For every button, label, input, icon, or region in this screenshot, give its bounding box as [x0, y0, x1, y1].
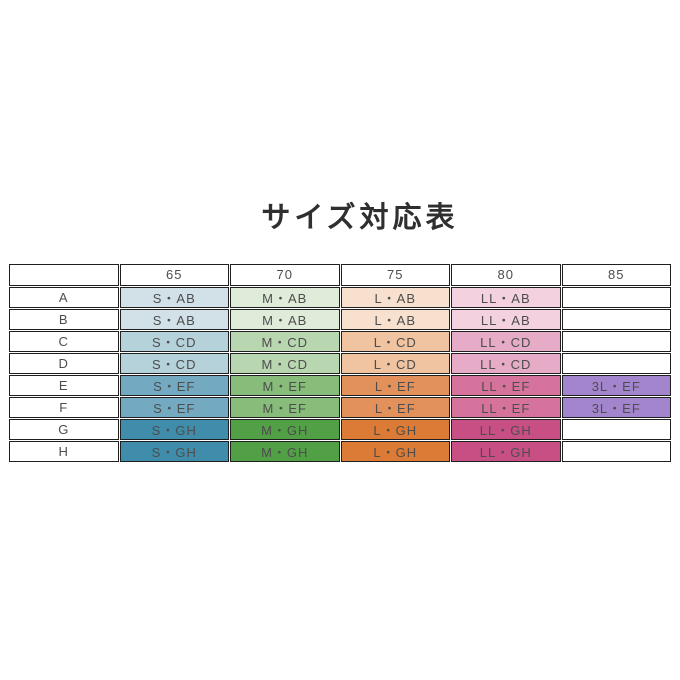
size-cell-B-75: L・AB [340, 308, 450, 330]
size-cell-F-80: LL・EF [451, 396, 561, 418]
size-cell-F-75: L・EF [340, 396, 450, 418]
size-cell-E-65: S・EF [119, 374, 229, 396]
size-cell-B-65: S・AB [119, 308, 229, 330]
size-cell-E-75: L・EF [340, 374, 450, 396]
page-title: サイズ対応表 [261, 202, 459, 234]
size-cell-F-70: M・EF [230, 396, 340, 418]
size-cell-B-70: M・AB [230, 308, 340, 330]
row-label-C: C [9, 330, 119, 352]
table-row-D: D S・CD M・CD L・CD LL・CD [9, 352, 671, 374]
size-cell-D-85 [561, 352, 671, 374]
size-cell-B-80: LL・AB [451, 308, 561, 330]
size-cell-C-70: M・CD [230, 330, 340, 352]
size-cell-D-65: S・CD [119, 352, 229, 374]
table-row-G: G S・GH M・GH L・GH LL・GH [9, 418, 671, 440]
size-cell-H-70: M・GH [230, 440, 340, 462]
size-cell-A-75: L・AB [340, 286, 450, 308]
size-cell-C-65: S・CD [119, 330, 229, 352]
size-cell-C-85 [561, 330, 671, 352]
size-table-body: A S・AB M・AB L・AB LL・AB B S・AB M・AB L・AB LL・AB C S・C… [9, 286, 671, 462]
size-cell-D-70: M・CD [230, 352, 340, 374]
size-cell-H-85 [561, 440, 671, 462]
row-label-A: A [9, 286, 119, 308]
col-header-80: 80 [451, 263, 561, 286]
size-table: 65 70 75 80 85 A S・AB M・AB L・AB LL・AB B S・AB M・AB L・… [8, 263, 672, 463]
row-label-G: G [9, 418, 119, 440]
size-cell-G-75: L・GH [340, 418, 450, 440]
size-cell-A-80: LL・AB [451, 286, 561, 308]
size-cell-E-85: 3L・EF [561, 374, 671, 396]
row-label-F: F [9, 396, 119, 418]
size-cell-F-65: S・EF [119, 396, 229, 418]
size-cell-A-65: S・AB [119, 286, 229, 308]
row-label-B: B [9, 308, 119, 330]
col-header-85: 85 [561, 263, 671, 286]
size-cell-A-70: M・AB [230, 286, 340, 308]
row-label-D: D [9, 352, 119, 374]
size-cell-G-85 [561, 418, 671, 440]
table-row-A: A S・AB M・AB L・AB LL・AB [9, 286, 671, 308]
row-label-E: E [9, 374, 119, 396]
size-cell-A-85 [561, 286, 671, 308]
table-row-F: F S・EF M・EF L・EF LL・EF 3L・EF [9, 396, 671, 418]
size-cell-G-70: M・GH [230, 418, 340, 440]
table-row-C: C S・CD M・CD L・CD LL・CD [9, 330, 671, 352]
row-label-H: H [9, 440, 119, 462]
size-cell-E-80: LL・EF [451, 374, 561, 396]
size-cell-D-75: L・CD [340, 352, 450, 374]
size-cell-H-75: L・GH [340, 440, 450, 462]
size-cell-E-70: M・EF [230, 374, 340, 396]
corner-cell [9, 263, 119, 286]
col-header-75: 75 [340, 263, 450, 286]
size-cell-C-75: L・CD [340, 330, 450, 352]
header-row: 65 70 75 80 85 [9, 263, 671, 286]
table-row-E: E S・EF M・EF L・EF LL・EF 3L・EF [9, 374, 671, 396]
size-cell-G-80: LL・GH [451, 418, 561, 440]
size-cell-D-80: LL・CD [451, 352, 561, 374]
table-row-H: H S・GH M・GH L・GH LL・GH [9, 440, 671, 462]
size-cell-H-65: S・GH [119, 440, 229, 462]
size-table-head: 65 70 75 80 85 [9, 263, 671, 286]
table-row-B: B S・AB M・AB L・AB LL・AB [9, 308, 671, 330]
size-cell-B-85 [561, 308, 671, 330]
size-cell-C-80: LL・CD [451, 330, 561, 352]
size-cell-F-85: 3L・EF [561, 396, 671, 418]
col-header-70: 70 [230, 263, 340, 286]
size-cell-H-80: LL・GH [451, 440, 561, 462]
size-cell-G-65: S・GH [119, 418, 229, 440]
col-header-65: 65 [119, 263, 229, 286]
